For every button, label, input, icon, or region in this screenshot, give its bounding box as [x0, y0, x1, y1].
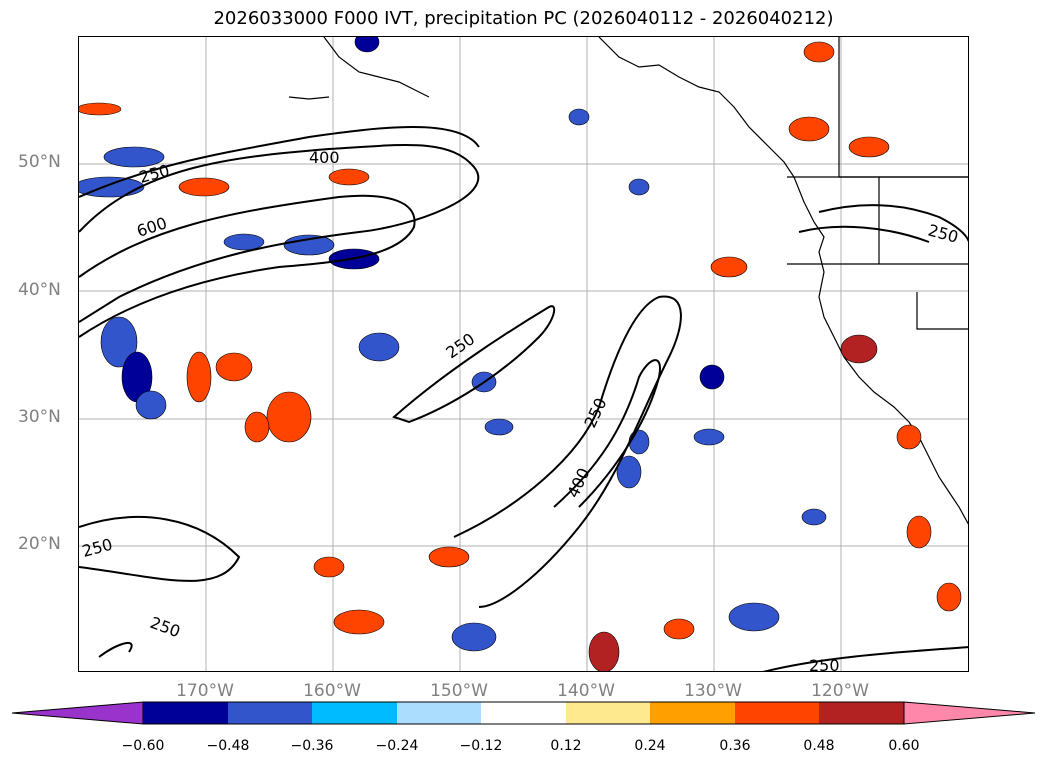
colorbar-tick: −0.24: [375, 738, 419, 754]
contour-label: 400: [309, 148, 340, 167]
lat-label-40n: 40°N: [18, 280, 61, 300]
colorbar-extend-left: [11, 701, 144, 725]
colorbar-segment: [819, 702, 904, 724]
lon-label-150w: 150°W: [430, 681, 488, 701]
lat-label-20n: 20°N: [18, 534, 61, 554]
colorbar-segment: [650, 702, 735, 724]
colorbar-segment: [481, 702, 566, 724]
colorbar-tick: 0.36: [719, 738, 751, 754]
colorbar: [11, 701, 1036, 725]
ivt-contours: [79, 126, 968, 671]
contour-label: 250: [148, 613, 183, 641]
precip-anomaly-fills: [79, 37, 962, 671]
colorbar-tick: 0.60: [888, 738, 920, 754]
colorbar-segment: [228, 702, 312, 724]
lat-label-30n: 30°N: [18, 407, 61, 427]
colorbar-segment: [312, 702, 397, 724]
contour-label: 600: [134, 213, 169, 241]
colorbar-segment: [566, 702, 650, 724]
colorbar-segment: [735, 702, 819, 724]
map-canvas: 250 400 600 250 250 400 250 250 250 250: [79, 37, 968, 672]
lon-label-120w: 120°W: [811, 681, 869, 701]
contour-label: 250: [926, 221, 960, 247]
contour-label: 250: [580, 395, 610, 431]
lon-label-140w: 140°W: [557, 681, 615, 701]
lon-label-130w: 130°W: [684, 681, 742, 701]
colorbar-tick: −0.60: [121, 738, 165, 754]
lon-label-160w: 160°W: [303, 681, 361, 701]
contour-label: 250: [809, 656, 840, 672]
coastlines: [288, 37, 968, 525]
lon-label-170w: 170°W: [176, 681, 234, 701]
map-plot-area[interactable]: 250 400 600 250 250 400 250 250 250 250: [78, 36, 969, 672]
colorbar-tick: 0.12: [550, 738, 582, 754]
lat-label-50n: 50°N: [18, 152, 61, 172]
colorbar-segment: [397, 702, 481, 724]
colorbar-tick: 0.48: [803, 738, 835, 754]
contour-label: 250: [80, 535, 114, 561]
colorbar-segment: [143, 702, 228, 724]
colorbar-tick: −0.12: [459, 738, 503, 754]
contour-label: 250: [442, 329, 478, 362]
colorbar-tick: −0.36: [290, 738, 334, 754]
colorbar-extend-right: [903, 701, 1036, 725]
map-title: 2026033000 F000 IVT, precipitation PC (2…: [213, 8, 834, 29]
colorbar-tick: 0.24: [634, 738, 666, 754]
gridlines: [79, 37, 968, 671]
colorbar-tick: −0.48: [206, 738, 250, 754]
